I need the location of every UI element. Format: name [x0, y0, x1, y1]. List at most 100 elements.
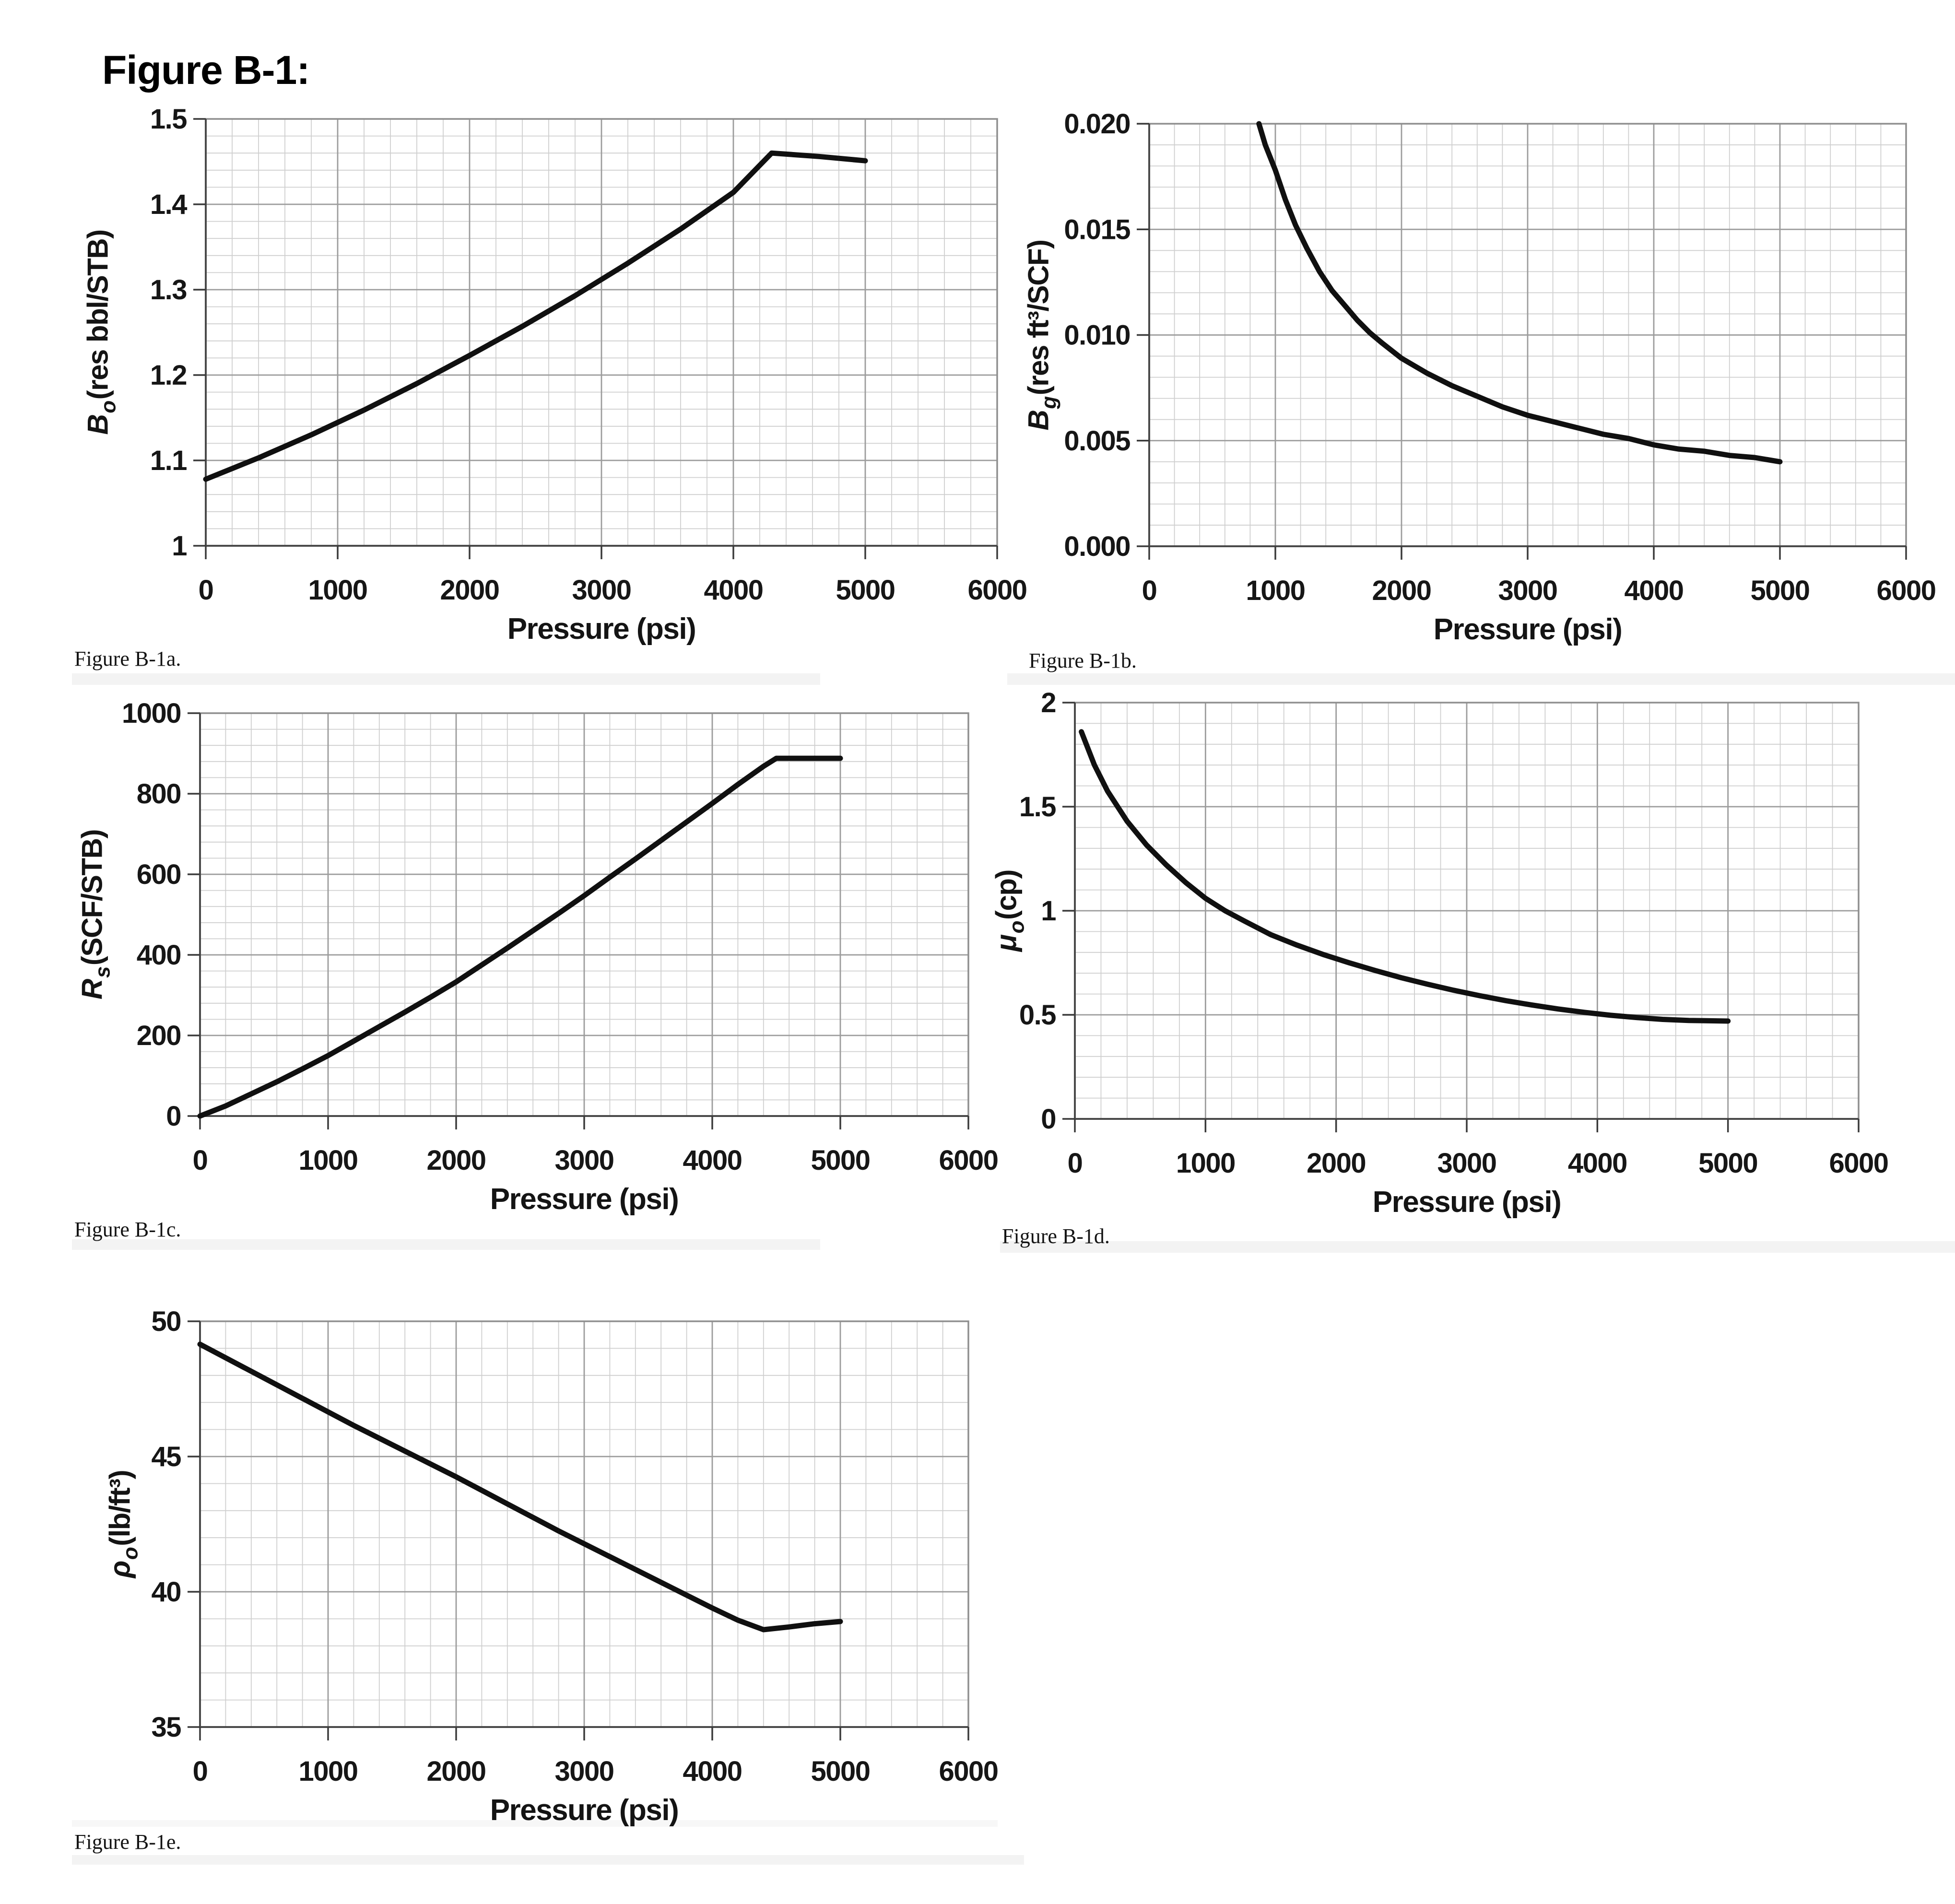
svg-text:3000: 3000	[1498, 575, 1557, 606]
svg-text:600: 600	[137, 859, 181, 890]
background-strip	[72, 1239, 820, 1250]
svg-text:1.3: 1.3	[150, 274, 187, 306]
svg-text:3000: 3000	[554, 1145, 613, 1176]
x-tick-labels: 0 1000 2000 3000 4000 5000 6000	[199, 575, 1027, 606]
svg-text:0: 0	[199, 575, 213, 606]
plot-area-B-1b: 0 1000 2000 3000 4000 5000 6000 0.000 0.005 0.010…	[1064, 108, 1936, 606]
svg-text:4000: 4000	[683, 1145, 742, 1176]
y-axis-label: Bo(res bbl/STB)	[82, 230, 120, 435]
svg-text:0.010: 0.010	[1064, 320, 1130, 351]
svg-text:4000: 4000	[683, 1756, 742, 1787]
svg-text:45: 45	[151, 1441, 181, 1472]
y-axis-units: (cp)	[990, 870, 1023, 920]
grid-minor	[200, 713, 968, 1116]
y-axis-subscript: o	[96, 401, 120, 413]
background-strip	[72, 1855, 1024, 1865]
y-axis-symbol: B	[1022, 410, 1055, 431]
svg-text:1.5: 1.5	[1019, 791, 1056, 823]
y-axis-subscript: o	[118, 1547, 142, 1560]
x-tick-labels: 0 1000 2000 3000 4000 5000 6000	[1068, 1148, 1889, 1179]
svg-text:400: 400	[137, 940, 181, 971]
svg-text:3000: 3000	[572, 575, 631, 606]
svg-text:0: 0	[193, 1756, 208, 1787]
grid-minor	[200, 1321, 968, 1727]
svg-text:35: 35	[151, 1712, 181, 1743]
svg-text:1000: 1000	[298, 1145, 357, 1176]
plot-border	[199, 712, 969, 1117]
axis-ticks	[188, 1320, 969, 1740]
background-strip	[72, 1820, 998, 1827]
chart-caption: Figure B-1b.	[1029, 649, 1137, 672]
grid-major	[205, 118, 998, 547]
svg-text:2000: 2000	[426, 1145, 485, 1176]
data-curve-Bo	[203, 150, 868, 482]
svg-text:1: 1	[1041, 895, 1056, 927]
chart-caption: Figure B-1a.	[74, 647, 181, 670]
svg-text:0.000: 0.000	[1064, 531, 1130, 562]
y-axis-subscript: g	[1037, 397, 1061, 409]
svg-text:1000: 1000	[122, 698, 181, 729]
plot-area-B-1a: 0 1000 2000 3000 4000 5000 6000 1 1.1 1.2 1.3 1.4 1.…	[150, 104, 1027, 606]
svg-text:1.2: 1.2	[150, 360, 187, 391]
svg-text:6000: 6000	[967, 575, 1026, 606]
y-tick-labels: 1 1.1 1.2 1.3 1.4 1.5	[150, 104, 188, 562]
background-strip	[72, 673, 820, 685]
x-tick-labels: 0 1000 2000 3000 4000 5000 6000	[1142, 575, 1936, 606]
x-tick-labels: 0 1000 2000 3000 4000 5000 6000	[193, 1145, 999, 1176]
svg-text:6000: 6000	[939, 1756, 998, 1787]
svg-text:50: 50	[151, 1306, 181, 1337]
plot-border	[1148, 123, 1907, 547]
svg-text:0: 0	[1041, 1104, 1056, 1135]
data-curve-Rs	[197, 755, 843, 1119]
axis-lines	[1074, 703, 1859, 1120]
y-axis-label: μo(cp)	[990, 870, 1029, 952]
svg-text:0: 0	[1142, 575, 1157, 606]
y-axis-symbol: ρ	[104, 1561, 136, 1578]
svg-text:5000: 5000	[1750, 575, 1809, 606]
svg-text:800: 800	[137, 778, 181, 810]
svg-text:5000: 5000	[836, 575, 895, 606]
chart-caption: Figure B-1c.	[74, 1218, 181, 1241]
axis-ticks	[193, 118, 998, 559]
y-tick-labels: 0 200 400 600 800 1000	[122, 698, 182, 1132]
y-axis-subscript: o	[1005, 921, 1029, 934]
svg-text:2000: 2000	[440, 575, 499, 606]
x-tick-labels: 0 1000 2000 3000 4000 5000 6000	[193, 1756, 999, 1787]
background-strip	[1007, 673, 1955, 685]
svg-text:1000: 1000	[308, 575, 367, 606]
svg-text:1.5: 1.5	[150, 104, 187, 135]
svg-text:1: 1	[172, 530, 187, 562]
svg-text:1000: 1000	[1246, 575, 1305, 606]
axis-lines	[1148, 124, 1906, 547]
y-axis-units: (res bbl/STB)	[82, 230, 114, 400]
y-axis-units: (SCF/STB)	[76, 830, 108, 966]
grid-major	[1148, 123, 1907, 547]
svg-text:1.1: 1.1	[150, 445, 187, 476]
svg-text:0: 0	[166, 1101, 181, 1132]
svg-text:4000: 4000	[1568, 1148, 1627, 1179]
grid-major	[199, 1320, 969, 1728]
figure-title: Figure B-1:	[102, 47, 310, 93]
x-axis-label: Pressure (psi)	[1372, 1186, 1562, 1219]
plot-border	[1074, 702, 1860, 1120]
data-curve-rhoo	[197, 1341, 843, 1633]
axis-lines	[205, 119, 997, 547]
svg-text:2000: 2000	[1372, 575, 1431, 606]
y-axis-label: ρo(lb/ft³)	[104, 1470, 142, 1578]
grid-major	[199, 712, 969, 1117]
plot-area-B-1e: 0 1000 2000 3000 4000 5000 6000 35 40 45 50	[151, 1306, 999, 1787]
y-axis-symbol: B	[82, 414, 114, 435]
y-axis-label: Rs(SCF/STB)	[76, 830, 115, 999]
svg-text:0.015: 0.015	[1064, 214, 1130, 245]
svg-text:5000: 5000	[811, 1756, 870, 1787]
y-axis-label: Bg(res ft³/SCF)	[1022, 240, 1061, 431]
svg-text:3000: 3000	[554, 1756, 613, 1787]
data-curve-Bg	[1256, 121, 1783, 465]
svg-text:4000: 4000	[1624, 575, 1683, 606]
grid-major	[1074, 702, 1860, 1120]
svg-text:2000: 2000	[1307, 1148, 1366, 1179]
